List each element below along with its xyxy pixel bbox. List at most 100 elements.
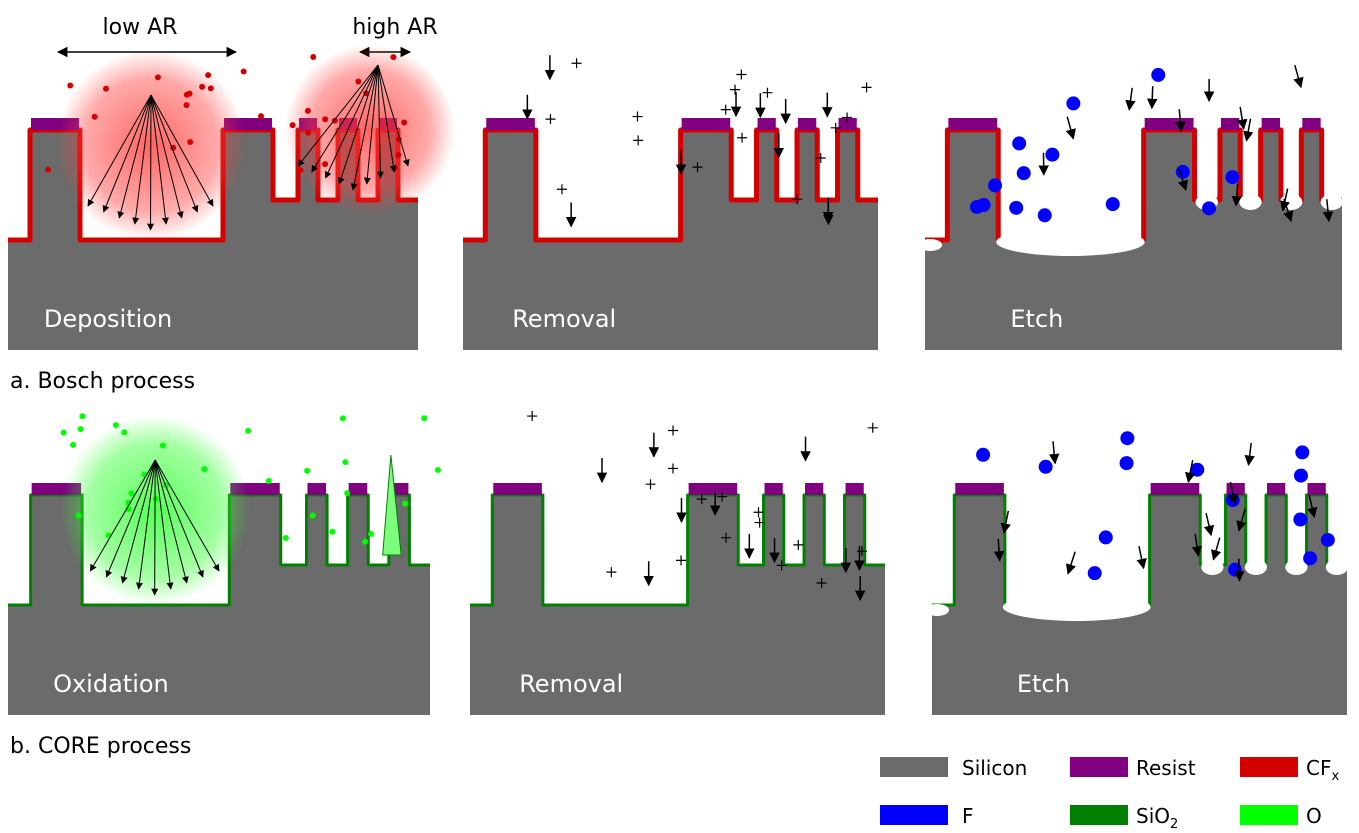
f-radical <box>1176 165 1190 179</box>
ion-plus <box>793 540 803 550</box>
particle <box>245 428 251 434</box>
particle <box>340 415 346 421</box>
particle <box>297 167 303 173</box>
ion-plus <box>862 82 872 92</box>
particle <box>304 468 310 474</box>
ion-plus <box>633 135 643 145</box>
f-radical <box>1294 469 1308 483</box>
f-radical <box>977 198 991 212</box>
f-radical <box>1088 566 1102 580</box>
panel-label: Deposition <box>44 305 172 333</box>
f-radical <box>1106 197 1120 211</box>
high-ar-label: high AR <box>352 15 437 40</box>
particle <box>396 152 402 158</box>
etch-cavity <box>925 604 949 616</box>
resist <box>1302 118 1320 130</box>
legend-text: O <box>1306 804 1322 828</box>
etch-cavity <box>918 239 942 251</box>
resist <box>1145 118 1194 130</box>
particle <box>322 161 328 167</box>
resist <box>805 483 823 495</box>
f-radical <box>1321 533 1335 547</box>
f-radical <box>1009 201 1023 215</box>
particle <box>201 466 207 472</box>
ion-arrow <box>1213 538 1219 560</box>
resist <box>846 483 864 495</box>
particle <box>128 490 134 496</box>
resist <box>1151 483 1200 495</box>
flux-line <box>155 460 156 595</box>
particle <box>283 535 289 541</box>
particle <box>305 130 311 136</box>
panel-label: Oxidation <box>53 670 169 698</box>
legend-swatch <box>880 805 948 825</box>
legend-swatch <box>880 757 948 777</box>
ion-plus <box>736 70 746 80</box>
legend-label: Silicon <box>962 756 1027 780</box>
resist <box>758 118 776 130</box>
legend-text: Resist <box>1136 756 1196 780</box>
legend-text: SiO <box>1136 804 1170 828</box>
f-radical <box>1066 96 1080 110</box>
ion-plus <box>557 184 567 194</box>
resist <box>1221 118 1239 130</box>
f-radical <box>1120 431 1134 445</box>
page: low AR high AR DepositionRemovalEtcha. B… <box>0 0 1359 833</box>
ion-plus <box>868 423 878 433</box>
f-radical <box>1012 136 1026 150</box>
resist <box>689 483 738 495</box>
particle <box>401 119 407 125</box>
particle <box>390 54 396 60</box>
particle <box>435 467 441 473</box>
ion-arrow <box>1249 443 1252 465</box>
glow <box>285 45 455 215</box>
resist <box>307 483 326 495</box>
legend-swatch <box>1070 757 1128 777</box>
figure: low AR high AR DepositionRemovalEtcha. B… <box>0 0 1359 833</box>
legend-text: CF <box>1306 756 1331 780</box>
ion-arrow <box>1239 559 1240 581</box>
particle <box>310 54 316 60</box>
particle <box>76 512 82 518</box>
f-radical <box>1295 445 1309 459</box>
ion-plus <box>633 112 643 122</box>
resist <box>798 118 816 130</box>
particle <box>241 69 247 75</box>
particle <box>342 459 348 465</box>
particle <box>205 72 211 78</box>
particle <box>103 86 109 92</box>
particle <box>79 413 85 419</box>
etch-cavity <box>1239 194 1261 210</box>
ion-arrow <box>1206 513 1211 535</box>
low-ar-label: low AR <box>103 15 178 40</box>
f-radical <box>988 178 1002 192</box>
particle <box>155 74 161 80</box>
particle <box>184 92 190 98</box>
particle <box>67 83 73 89</box>
etch-cavity <box>1326 559 1348 575</box>
particle <box>78 426 84 432</box>
particle <box>266 478 272 484</box>
particle <box>355 78 361 84</box>
resist <box>1227 483 1245 495</box>
etch-cavity <box>1321 194 1343 210</box>
particle <box>421 415 427 421</box>
particle <box>362 539 368 545</box>
particle <box>310 513 316 519</box>
particle <box>160 443 166 449</box>
f-radical <box>1303 551 1317 565</box>
particle <box>392 165 398 171</box>
particle <box>208 85 214 91</box>
particle <box>61 430 67 436</box>
legend-label: CFx <box>1306 756 1339 784</box>
particle <box>121 429 127 435</box>
particle <box>368 531 374 537</box>
ion-plus <box>754 507 764 517</box>
particle <box>199 84 205 90</box>
ion-plus <box>572 58 582 68</box>
resist <box>948 118 997 130</box>
f-radical <box>1151 68 1165 82</box>
f-radical <box>1120 456 1134 470</box>
ion-plus <box>676 555 686 565</box>
resist <box>1267 483 1285 495</box>
